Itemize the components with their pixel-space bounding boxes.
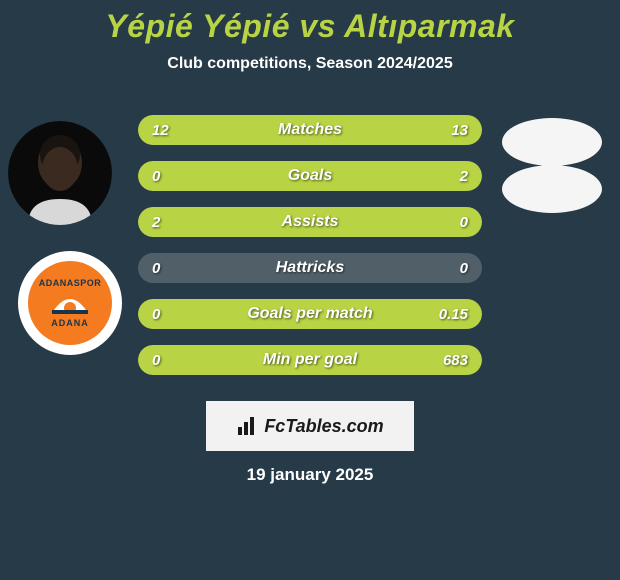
stat-row: 0683Min per goal — [138, 345, 482, 375]
person-silhouette-icon — [8, 121, 112, 225]
stat-label: Matches — [138, 115, 482, 145]
footer-date: 19 january 2025 — [0, 465, 620, 485]
subtitle: Club competitions, Season 2024/2025 — [0, 55, 620, 73]
footer-logo-text: FcTables.com — [264, 416, 383, 437]
footer-logo: FcTables.com — [206, 401, 414, 451]
bar-chart-icon — [236, 415, 258, 437]
comparison-card: Yépié Yépié vs Altıparmak Club competiti… — [0, 0, 620, 580]
stat-row: 00Hattricks — [138, 253, 482, 283]
stat-row: 1213Matches — [138, 115, 482, 145]
stats-area: ADANASPOR ADANA 1213Matches 02Goals 20Assi… — [0, 103, 620, 393]
page-title: Yépié Yépié vs Altıparmak — [0, 8, 620, 45]
player-right-placeholder-1 — [502, 118, 602, 166]
club-badge-bottom-text: ADANA — [51, 318, 89, 328]
club-badge-left: ADANASPOR ADANA — [18, 251, 122, 355]
club-badge-inner: ADANASPOR ADANA — [28, 261, 112, 345]
stat-label: Min per goal — [138, 345, 482, 375]
stat-label: Assists — [138, 207, 482, 237]
stat-bars: 1213Matches 02Goals 20Assists 00Hattricks 00… — [138, 115, 482, 391]
player-right-placeholder-2 — [502, 165, 602, 213]
stat-label: Goals — [138, 161, 482, 191]
stat-row: 20Assists — [138, 207, 482, 237]
stat-label: Hattricks — [138, 253, 482, 283]
stat-row: 02Goals — [138, 161, 482, 191]
sunrise-icon — [50, 288, 90, 318]
stat-label: Goals per match — [138, 299, 482, 329]
stat-row: 00.15Goals per match — [138, 299, 482, 329]
club-badge-top-text: ADANASPOR — [39, 278, 102, 288]
player-left-avatar — [8, 121, 112, 225]
